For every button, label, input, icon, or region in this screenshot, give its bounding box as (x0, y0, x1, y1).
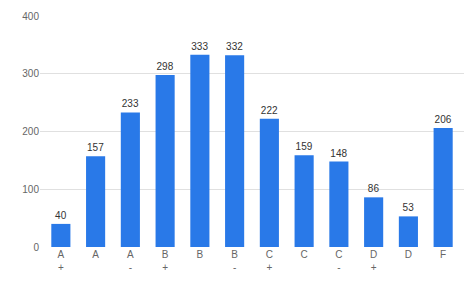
svg-text:233: 233 (122, 98, 139, 109)
svg-text:C+: C+ (266, 249, 273, 273)
svg-text:F: F (440, 249, 446, 260)
svg-text:0: 0 (33, 242, 39, 253)
svg-text:200: 200 (22, 126, 39, 137)
svg-text:298: 298 (157, 61, 174, 72)
svg-text:148: 148 (330, 148, 347, 159)
svg-text:157: 157 (87, 142, 104, 153)
svg-text:40: 40 (55, 210, 67, 221)
svg-text:C-: C- (335, 249, 342, 273)
svg-text:B+: B+ (162, 249, 169, 273)
svg-text:100: 100 (22, 184, 39, 195)
svg-text:332: 332 (226, 41, 243, 52)
svg-text:53: 53 (403, 202, 415, 213)
svg-text:86: 86 (368, 183, 380, 194)
svg-text:333: 333 (191, 41, 208, 52)
svg-text:B-: B- (231, 249, 238, 273)
svg-text:300: 300 (22, 68, 39, 79)
svg-text:D: D (405, 249, 412, 260)
svg-text:D+: D+ (370, 249, 377, 273)
svg-text:400: 400 (22, 11, 39, 22)
svg-text:222: 222 (261, 105, 278, 116)
svg-text:A-: A- (127, 249, 134, 273)
svg-text:206: 206 (435, 114, 452, 125)
svg-text:C: C (301, 249, 308, 260)
svg-text:A+: A+ (58, 249, 65, 273)
svg-text:A: A (92, 249, 99, 260)
svg-text:B: B (197, 249, 204, 260)
svg-text:159: 159 (296, 141, 313, 152)
